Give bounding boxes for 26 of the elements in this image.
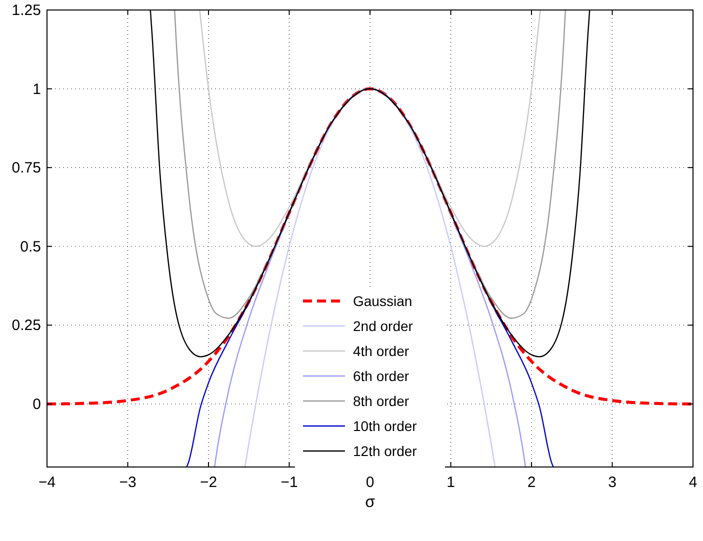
line-series bbox=[199, 10, 541, 247]
x-tick-label: 4 bbox=[688, 474, 698, 491]
y-tick-label: 1.25 bbox=[12, 2, 41, 19]
x-tick-label: −4 bbox=[38, 474, 56, 491]
x-tick-label: 1 bbox=[446, 474, 455, 491]
y-tick-label: 0.25 bbox=[12, 317, 41, 334]
legend-label: 10th order bbox=[353, 418, 418, 434]
legend-label: 6th order bbox=[353, 368, 410, 384]
legend-label: 12th order bbox=[353, 443, 418, 459]
legend-label: 2nd order bbox=[353, 318, 414, 334]
legend-label: 8th order bbox=[353, 393, 410, 409]
line-series bbox=[47, 87, 693, 406]
x-tick-label: −3 bbox=[119, 474, 136, 491]
x-tick-label: 3 bbox=[608, 474, 616, 491]
x-tick-label: 0 bbox=[366, 474, 374, 491]
line-series bbox=[244, 88, 496, 467]
legend-label: 4th order bbox=[353, 343, 410, 359]
y-tick-label: 0.75 bbox=[12, 160, 41, 177]
legend-label: Gaussian bbox=[353, 293, 412, 309]
y-tick-label: 1 bbox=[32, 80, 41, 98]
x-tick-label: 2 bbox=[527, 474, 536, 491]
x-tick-label: −1 bbox=[280, 474, 298, 491]
y-tick-label: 0.5 bbox=[20, 238, 41, 256]
x-tick-label: −2 bbox=[200, 474, 218, 491]
x-axis-title: σ bbox=[365, 494, 376, 511]
y-tick-label: 0 bbox=[32, 396, 41, 413]
